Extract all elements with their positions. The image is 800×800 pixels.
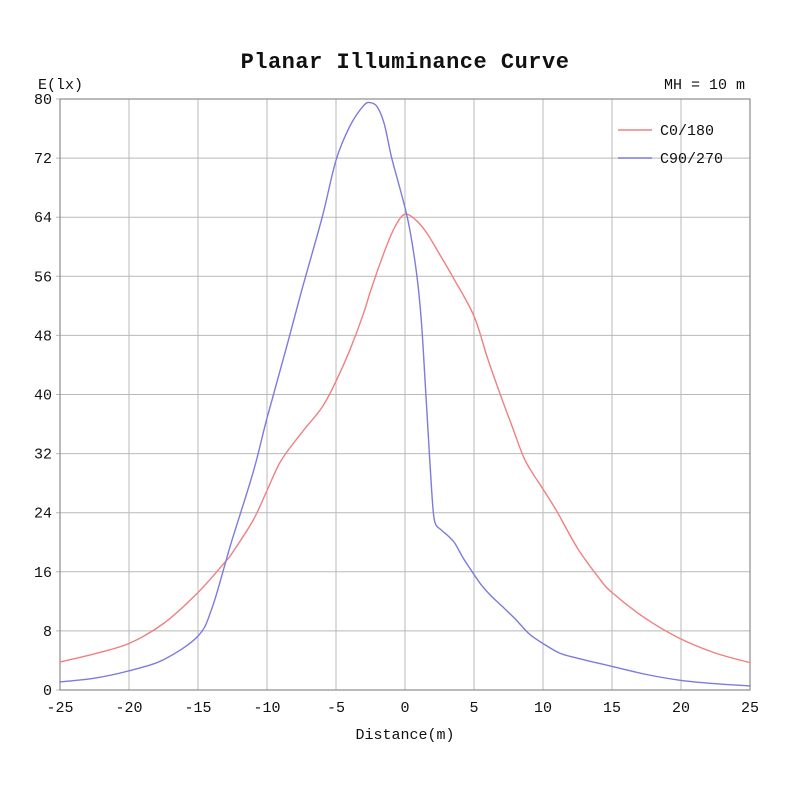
legend: C0/180 C90/270 <box>618 123 723 168</box>
y-tick-label: 8 <box>43 624 52 641</box>
y-tick-label: 64 <box>34 210 52 227</box>
legend-label: C0/180 <box>660 123 714 140</box>
y-tick-label: 16 <box>34 565 52 582</box>
series-curve-c0-180 <box>59 213 751 664</box>
x-tick-label: -5 <box>327 700 345 717</box>
y-tick-label: 24 <box>34 506 52 523</box>
x-tick-label: -20 <box>115 700 142 717</box>
x-tick-label: 20 <box>672 700 690 717</box>
x-axis-label: Distance(m) <box>355 727 455 744</box>
plot-border <box>59 98 751 691</box>
x-tick-label: 5 <box>469 700 478 717</box>
x-tick-label: 10 <box>534 700 552 717</box>
y-tick-label: 0 <box>43 683 52 700</box>
legend-label: C90/270 <box>660 151 723 168</box>
x-tick-label: 25 <box>741 700 759 717</box>
y-tick-label: 40 <box>34 388 52 405</box>
x-tick-label: 15 <box>603 700 621 717</box>
x-tick-label: -25 <box>46 700 73 717</box>
x-tick-label: -10 <box>253 700 280 717</box>
y-tick-label: 80 <box>34 92 52 109</box>
y-tick-label: 72 <box>34 151 52 168</box>
y-tick-label: 56 <box>34 269 52 286</box>
x-tick-label: -15 <box>184 700 211 717</box>
series-curve-c90-270 <box>59 101 751 687</box>
chart-title: Planar Illuminance Curve <box>240 50 570 75</box>
y-axis-unit-label: E(lx) <box>38 77 84 94</box>
x-tick-label: 0 <box>400 700 409 717</box>
y-tick-label: 32 <box>34 447 52 464</box>
y-tick-label: 48 <box>34 328 52 345</box>
mounting-height-annotation: MH = 10 m <box>663 77 745 94</box>
